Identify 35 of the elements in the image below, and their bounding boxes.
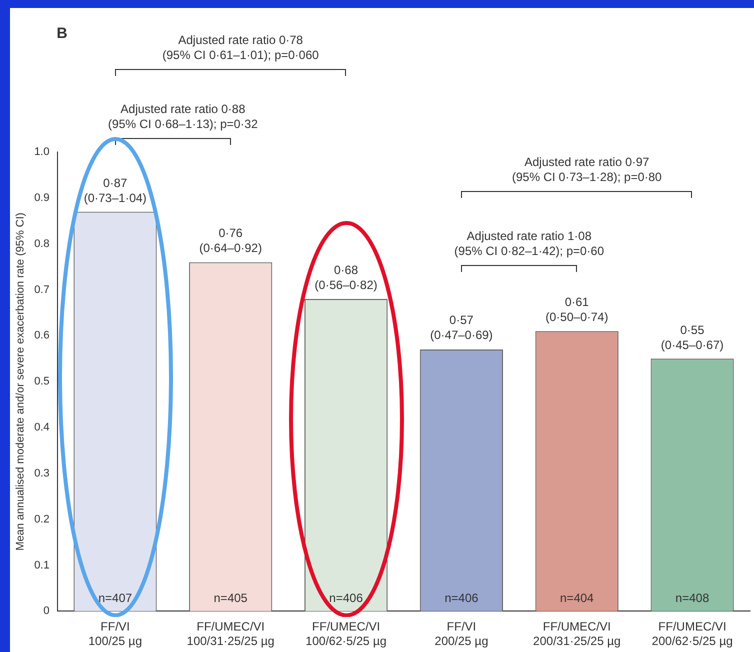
- annotation: 0·57 (0·47–0·69): [430, 313, 493, 344]
- annotation: 0·55 (0·45–0·67): [660, 322, 724, 353]
- annotation: n=405: [214, 591, 248, 606]
- annotation: n=408: [675, 591, 710, 606]
- x-tick-label: FF/UMEC/VI 100/31·25/25 µg: [186, 620, 274, 648]
- x-tick-label: FF/VI 200/25 µg: [434, 620, 488, 648]
- annotation: Adjusted rate ratio 0·97 (95% CI 0·73–1·28); p=0·80: [512, 155, 662, 186]
- y-tick-label: 0.7: [34, 284, 50, 296]
- x-tick-label: FF/UMEC/VI 200/31·25/25 µg: [533, 620, 621, 648]
- y-tick-label: 0: [43, 605, 50, 618]
- annotation: n=407: [98, 591, 132, 606]
- annotation: 0·76 (0·64–0·92): [199, 226, 262, 256]
- text: Adjusted rate ratio 0·78 (95% CI 0·61–1·01); p=0·060: [162, 33, 319, 64]
- y-tick-label: 0.1: [34, 559, 50, 572]
- y-tick-label: 0.4: [34, 422, 50, 434]
- annotation: n=406: [329, 591, 363, 606]
- y-axis-title: Mean annualised moderate and/or severe exacerbation rate (95% CI): [14, 212, 27, 551]
- annotation: n=404: [560, 591, 594, 606]
- x-tick-label: FF/UMEC/VI 200/62·5/25 µg: [652, 620, 733, 648]
- text: Adjusted rate ratio 0·88 (95% CI 0·68–1·13); p=0·32: [108, 102, 258, 132]
- x-tick-label: FF/UMEC/VI 100/62·5/25 µg: [306, 620, 387, 648]
- y-tick-label: 0.2: [34, 513, 50, 526]
- text: B: [56, 25, 68, 42]
- y-tick-label: 0.8: [34, 238, 50, 250]
- y-tick-label: 0.5: [34, 376, 50, 388]
- x-tick-label: FF/VI 100/25 µg: [88, 620, 142, 648]
- y-tick-label: 0.6: [34, 330, 50, 342]
- y-tick-label: 0.9: [34, 192, 50, 204]
- y-tick-label: 0.3: [34, 467, 50, 480]
- annotation: n=406: [444, 591, 478, 606]
- annotation: 0·61 (0·50–0·74): [546, 295, 608, 326]
- y-tick-label: 1.0: [34, 146, 50, 158]
- annotation: Adjusted rate ratio 1·08 (95% CI 0·82–1·42); p=0·60: [454, 229, 604, 260]
- annotation: 0·87 (0·73–1·04): [84, 176, 147, 206]
- annotation: 0·68 (0·56–0·82): [314, 262, 378, 293]
